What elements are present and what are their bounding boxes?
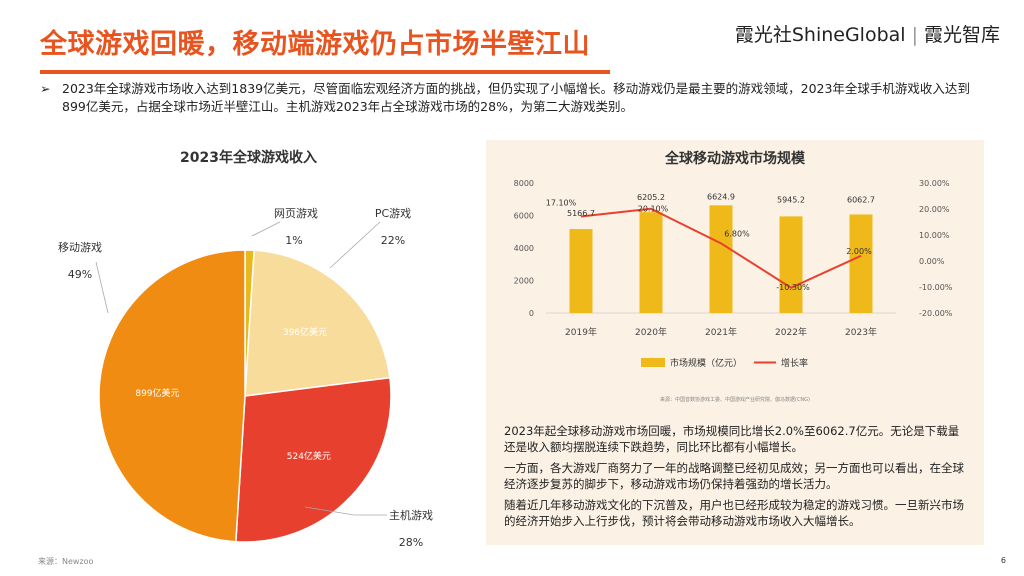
- x-axis-tick: 2021年: [705, 326, 737, 338]
- analysis-text: 2023年起全球移动游戏市场回暖，市场规模同比增长2.0%至6062.7亿元。无…: [504, 423, 966, 534]
- x-axis-tick: 2023年: [845, 326, 877, 338]
- bar-chart-title: 全球移动游戏市场规模: [665, 151, 805, 167]
- pie-leader-line: [95, 261, 109, 314]
- mobile-market-panel: 全球移动游戏市场规模 0 2000 4000 6000 8000 -20.00% -10.0…: [486, 140, 984, 545]
- right-axis-tick: 10.00%: [919, 231, 950, 240]
- legend-line-label: 增长率: [781, 357, 808, 369]
- bar-value-label: 5166.7: [567, 209, 595, 218]
- pie-slice-2: [244, 249, 391, 397]
- x-axis-tick: 2022年: [775, 326, 807, 338]
- pie-category-label: 网页游戏: [274, 207, 318, 220]
- pie-value-label: 899亿美元: [135, 387, 179, 399]
- right-axis-tick: 30.00%: [919, 179, 950, 188]
- growth-value-label: 6.80%: [724, 229, 750, 238]
- pie-slice-4: [98, 249, 246, 543]
- bar-2: [639, 212, 663, 313]
- bar-5: [849, 214, 873, 313]
- pie-percent-label: 28%: [399, 536, 423, 549]
- right-axis-tick: 0.00%: [919, 257, 945, 266]
- bar-1: [569, 229, 593, 313]
- brand-separator: |: [911, 24, 918, 46]
- brand-think-tank: 霞光智库: [923, 24, 1000, 46]
- analysis-paragraph-1: 2023年起全球移动游戏市场回暖，市场规模同比增长2.0%至6062.7亿元。无…: [504, 424, 960, 454]
- x-axis-tick: 2019年: [565, 326, 597, 338]
- growth-value-label: 2.00%: [846, 247, 872, 256]
- x-axis-tick: 2020年: [635, 326, 667, 338]
- growth-rate-line: [580, 207, 862, 289]
- bar-value-label: 6205.2: [637, 193, 665, 202]
- legend-bar-label: 市场规模（亿元）: [670, 357, 742, 369]
- bar-value-label: 6624.9: [707, 192, 735, 201]
- pie-percent-label: 1%: [285, 234, 302, 247]
- right-axis-tick: -10.00%: [919, 283, 953, 292]
- growth-value-label: 17.10%: [546, 199, 577, 208]
- intro-text: 2023年全球游戏市场收入达到1839亿美元，尽管面临宏观经济方面的挑战，但仍实…: [62, 81, 970, 114]
- page-number: 6: [1000, 556, 1006, 565]
- left-axis-tick: 2000: [514, 277, 534, 286]
- pie-leader-line: [304, 506, 387, 516]
- bar-4: [779, 216, 803, 313]
- pie-value-label: 396亿美元: [283, 326, 327, 338]
- bar-3: [709, 205, 733, 313]
- analysis-paragraph-2: 一方面，各大游戏厂商努力了一年的战略调整已经初见成效；另一方面也可以看出，在全球…: [504, 461, 964, 491]
- pie-category-label: PC游戏: [375, 207, 411, 220]
- pie-category-label: 主机游戏: [389, 508, 433, 522]
- title-underline: [40, 70, 610, 74]
- growth-value-label: 20.10%: [638, 205, 669, 214]
- right-axis-tick: -20.00%: [919, 309, 953, 318]
- footer-source: 来源：Newzoo: [38, 557, 94, 566]
- growth-value-label: -10.30%: [776, 283, 810, 292]
- pie-value-label: 524亿美元: [287, 450, 331, 462]
- page-title: 全球游戏回暖，移动端游戏仍占市场半壁江山: [40, 29, 590, 60]
- left-axis-tick: 0: [529, 309, 534, 318]
- brand-logo: 霞光社ShineGlobal | 霞光智库: [735, 20, 1000, 47]
- right-axis-tick: 20.00%: [919, 205, 950, 214]
- left-axis-tick: 6000: [514, 212, 534, 221]
- pie-chart: 396亿美元 524亿美元 899亿美元 网页游戏 1% PC游戏 22% 主机游戏 28% 移动…: [58, 207, 433, 549]
- pie-leader-line: [329, 221, 381, 269]
- intro-bullet: ➢ 2023年全球游戏市场收入达到1839亿美元，尽管面临宏观经济方面的挑战，但…: [40, 80, 990, 116]
- chart-source: 来源：中国音数协游戏工委、中国游戏产业研究院、伽马数据(CNG): [659, 397, 810, 403]
- pie-leader-line: [251, 221, 281, 237]
- brand-shineglobal: 霞光社ShineGlobal: [734, 24, 906, 46]
- pie-category-label: 移动游戏: [58, 241, 102, 254]
- left-axis-tick: 4000: [514, 244, 534, 253]
- pie-slice-3: [235, 376, 392, 543]
- pie-percent-label: 22%: [381, 234, 405, 247]
- legend-bar-swatch: [641, 358, 665, 367]
- pie-percent-label: 49%: [68, 268, 92, 281]
- left-axis-tick: 8000: [514, 179, 534, 188]
- pie-chart-title: 2023年全球游戏收入: [180, 150, 317, 166]
- analysis-paragraph-3: 随着近几年移动游戏文化的下沉普及，用户也已经形成较为稳定的游戏习惯。一旦新兴市场…: [504, 498, 964, 528]
- bullet-arrow-icon: ➢: [40, 81, 51, 96]
- mobile-market-chart: 0 2000 4000 6000 8000 -20.00% -10.00% 0.00% 10.0…: [514, 179, 953, 369]
- bar-value-label: 6062.7: [847, 195, 875, 204]
- bar-value-label: 5945.2: [777, 195, 805, 204]
